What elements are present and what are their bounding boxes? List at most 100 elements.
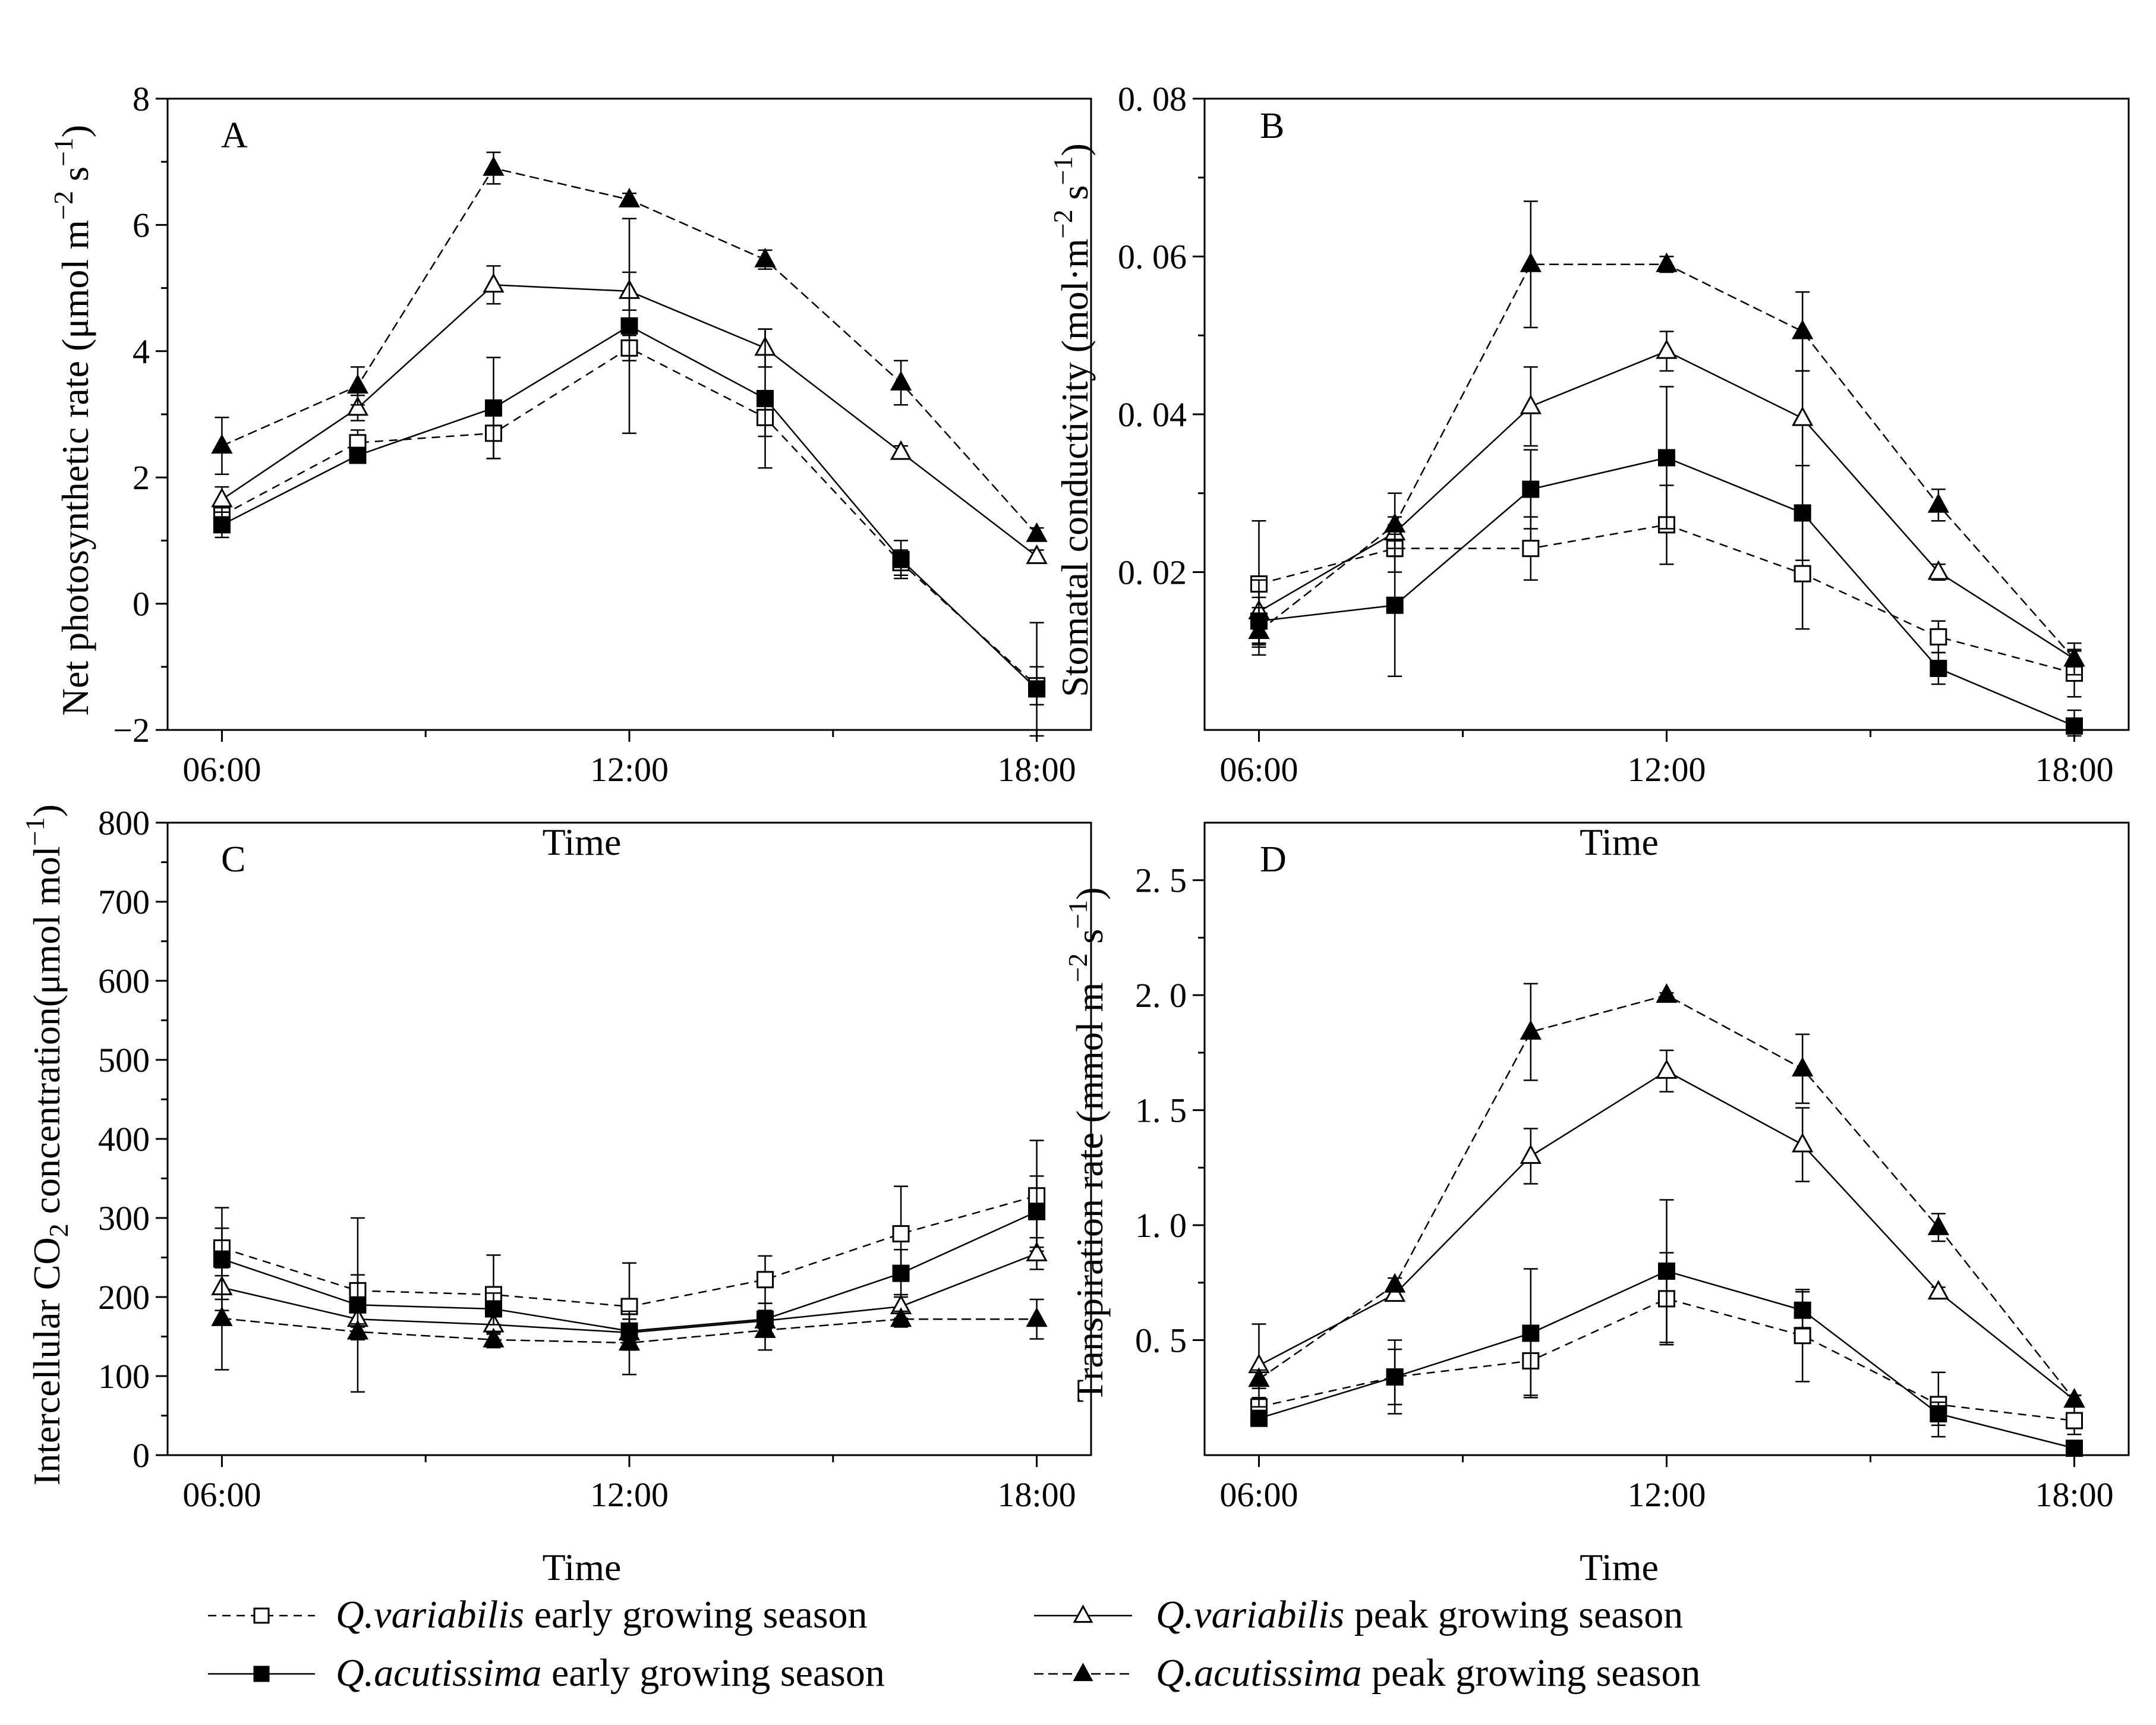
y-axis-title: Intercellular CO2 concentration(μmol mol… — [20, 804, 74, 1485]
x-tick-label: 12:00 — [590, 750, 669, 789]
data-point — [483, 273, 505, 293]
data-point — [1792, 1132, 1814, 1153]
y-tick-label: 0 — [133, 585, 150, 624]
series-4 — [1248, 983, 2085, 1408]
data-point — [484, 399, 502, 417]
data-point — [618, 187, 641, 207]
data-point — [1792, 1056, 1814, 1076]
data-point — [1384, 512, 1406, 533]
series-3 — [1250, 1199, 2083, 1457]
data-point — [484, 1300, 502, 1318]
data-point — [1930, 628, 1947, 646]
data-point — [1520, 252, 1542, 272]
x-axis-title: Time — [1580, 1546, 1659, 1588]
legend-species: Q.acutissima — [1156, 1651, 1362, 1695]
data-point — [757, 1271, 774, 1289]
error-bar — [1029, 622, 1044, 737]
data-point — [349, 1296, 367, 1314]
data-point — [1927, 1280, 1949, 1300]
data-point — [1520, 394, 1542, 414]
data-point — [2063, 647, 2085, 667]
data-point — [620, 317, 638, 335]
series-3 — [213, 218, 1046, 737]
data-point — [1927, 493, 1949, 513]
panel-letter: D — [1260, 839, 1287, 880]
data-point — [1930, 659, 1947, 677]
y-axis-title: Transpiration rate (mmol m−2 s−1) — [1063, 887, 1111, 1403]
data-point — [1930, 1405, 1947, 1422]
panel-d: 06:00 12:00 18:00 0. 5 1. 0 1. 5 2. 0 2. 5 Time T… — [1063, 821, 2130, 1588]
y-tick-label: 800 — [98, 804, 150, 842]
y-tick-label: 400 — [98, 1120, 150, 1159]
legend-marker — [253, 1607, 270, 1624]
legend-entry-3: Q.acutissima early growing season — [208, 1651, 885, 1695]
data-point — [349, 446, 367, 464]
data-point — [211, 1306, 233, 1326]
x-tick-label: 18:00 — [998, 1475, 1076, 1514]
data-point — [892, 1225, 910, 1243]
data-point — [1656, 252, 1678, 272]
data-point — [1658, 1262, 1675, 1280]
legend-marker — [253, 1666, 270, 1682]
y-tick-label: 0. 08 — [1118, 80, 1187, 118]
data-point — [754, 1318, 776, 1338]
x-tick-label: 06:00 — [1219, 750, 1298, 789]
y-tick-label: 1. 5 — [1135, 1091, 1187, 1130]
data-point — [890, 370, 912, 391]
data-point — [1028, 1203, 1046, 1220]
data-point — [1656, 339, 1678, 359]
data-point — [1927, 560, 1949, 580]
legend-entry-1: Q.variabilis early growing season — [208, 1593, 868, 1636]
y-tick-label: 100 — [98, 1357, 150, 1396]
data-point — [211, 487, 233, 508]
y-tick-label: 0. 04 — [1118, 395, 1187, 434]
data-point — [1793, 1327, 1811, 1345]
data-point — [1026, 522, 1048, 542]
data-point — [346, 396, 369, 416]
data-point — [892, 550, 910, 568]
x-tick-label: 18:00 — [2035, 750, 2113, 789]
data-point — [1248, 1367, 1270, 1387]
y-tick-label: 0. 02 — [1118, 553, 1187, 592]
x-axis-title: Time — [543, 1546, 622, 1588]
x-tick-label: 12:00 — [1627, 750, 1706, 789]
data-point — [618, 1331, 641, 1351]
x-axis-title: Time — [543, 821, 622, 863]
y-tick-label: 8 — [133, 80, 150, 118]
legend-species: Q.acutissima — [336, 1651, 542, 1695]
y-tick-label: −2 — [113, 711, 150, 750]
data-point — [892, 1264, 910, 1282]
data-point — [1658, 449, 1675, 467]
series-4 — [1248, 200, 2085, 676]
y-tick-label: 1. 0 — [1135, 1206, 1187, 1245]
data-point — [1656, 1059, 1678, 1079]
data-point — [1386, 1368, 1404, 1386]
panel-b: 06:00 12:00 18:00 0. 02 0. 04 0. 06 0. 08 Time S… — [1048, 80, 2130, 863]
legend: Q.variabilis early growing season Q.varia… — [208, 1593, 1701, 1695]
data-point — [1248, 619, 1270, 640]
data-point — [1927, 1215, 1949, 1235]
data-point — [1793, 1301, 1811, 1319]
data-point — [1656, 983, 1678, 1003]
legend-entry-2: Q.variabilis peak growing season — [1034, 1593, 1683, 1636]
data-point — [1793, 565, 1811, 583]
x-tick-label: 12:00 — [1627, 1475, 1706, 1514]
panels: 06:00 12:00 18:00 −2 0 2 4 6 8 Time Net photosynth… — [20, 80, 2130, 1588]
x-tick-label: 18:00 — [998, 750, 1076, 789]
panel-letter: B — [1260, 106, 1284, 146]
y-tick-label: 6 — [133, 206, 150, 244]
legend-entry-4: Q.acutissima peak growing season — [1034, 1651, 1701, 1695]
data-point — [1026, 1307, 1048, 1327]
legend-label: Q.variabilis early growing season — [336, 1593, 868, 1636]
x-tick-label: 06:00 — [182, 750, 261, 789]
data-point — [483, 156, 505, 176]
data-point — [213, 516, 231, 534]
legend-label: Q.variabilis peak growing season — [1156, 1593, 1683, 1636]
x-tick-label: 12:00 — [590, 1475, 669, 1514]
x-axis-title: Time — [1580, 821, 1659, 863]
data-point — [346, 374, 369, 394]
data-point — [346, 1320, 369, 1340]
x-tick-label: 06:00 — [1219, 1475, 1298, 1514]
